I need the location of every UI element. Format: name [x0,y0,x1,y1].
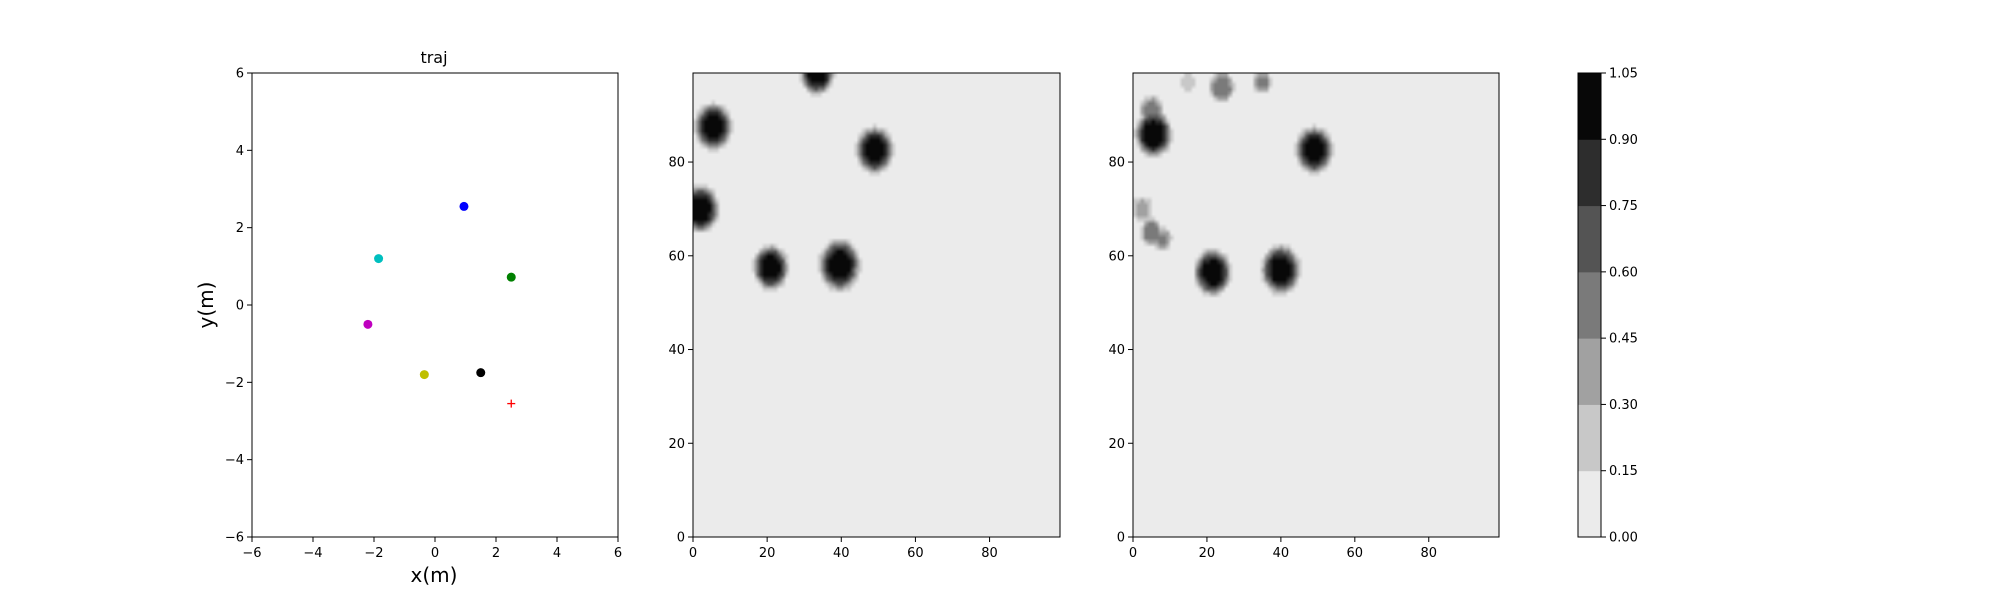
x-tick-label: 80 [981,546,998,561]
colorbar-tick-label: 0.60 [1609,265,1638,280]
x-tick-label: 0 [689,546,697,561]
colorbar-bands [1578,73,1601,538]
y-tick-label: 80 [1108,156,1125,171]
colorbar-ticks: 0.00 0.15 0.30 0.45 0.60 0.75 0.90 1.05 [1601,67,1638,546]
y-tick-label: 60 [1108,249,1125,264]
agent-point-0 [459,201,469,211]
colorbar-tick-label: 1.05 [1609,67,1638,82]
occupancy-map-y-ticks: 0 20 40 60 80 [668,156,693,546]
colorbar-band [1578,338,1601,405]
y-tick-label: 80 [668,156,685,171]
agent-point-5 [476,368,486,378]
agent-point-2 [506,272,516,282]
x-tick-label: 80 [1420,546,1437,561]
colorbar-tick-label: 0.45 [1609,332,1638,347]
colorbar-band [1578,139,1601,207]
predicted-map-y-ticks: 0 20 40 60 80 [1108,156,1133,546]
predicted-map-panel: 0 20 40 60 80 0 20 40 60 80 [1108,72,1500,561]
predicted-map-x-ticks: 0 20 40 60 80 [1129,537,1437,561]
x-tick-label: −2 [364,546,383,561]
traj-x-axis-label: x(m) [411,563,458,587]
colorbar-tick-label: 0.00 [1609,531,1638,546]
predicted-map-frame [1132,72,1500,538]
occupancy-map-panel: 0 20 40 60 80 0 20 40 60 80 [668,72,1061,561]
colorbar-band [1578,73,1601,140]
occupancy-map-x-ticks: 0 20 40 60 80 [689,537,998,561]
colorbar-band [1578,404,1601,472]
goal-marker [507,399,516,408]
traj-panel: traj −6 −4 −2 0 2 4 6 −6 −4 −2 0 2 4 6 x(m) y(m) [194,48,622,587]
y-tick-label: 6 [236,67,244,82]
traj-points [363,201,516,408]
x-tick-label: 40 [1273,546,1290,561]
colorbar-tick-label: 0.15 [1609,464,1638,479]
colorbar-band [1578,470,1601,538]
y-tick-label: 40 [1108,343,1125,358]
colorbar: 0.00 0.15 0.30 0.45 0.60 0.75 0.90 1.05 [1577,67,1638,546]
x-tick-label: 0 [431,546,439,561]
y-tick-label: 0 [677,531,685,546]
x-tick-label: 60 [907,546,924,561]
x-tick-label: 20 [759,546,776,561]
traj-y-ticks: −6 −4 −2 0 2 4 6 [225,67,252,546]
y-tick-label: 4 [236,144,244,159]
y-tick-label: 60 [668,249,685,264]
x-tick-label: 40 [833,546,850,561]
colorbar-tick-label: 0.90 [1609,133,1638,148]
colorbar-frame [1577,72,1602,538]
y-tick-label: 20 [668,437,685,452]
occupancy-map-heatmap [693,73,1060,537]
x-tick-label: −6 [242,546,261,561]
x-tick-label: 20 [1199,546,1216,561]
colorbar-band [1578,271,1601,339]
x-tick-label: 60 [1347,546,1364,561]
x-tick-label: 4 [553,546,561,561]
y-tick-label: 40 [668,343,685,358]
y-tick-label: 0 [1117,531,1125,546]
x-tick-label: 6 [614,546,622,561]
y-tick-label: −4 [225,453,244,468]
y-tick-label: 0 [236,299,244,314]
traj-plot-area [251,72,619,538]
agent-point-3 [363,319,373,329]
x-tick-label: −4 [303,546,322,561]
y-tick-label: −6 [225,531,244,546]
colorbar-tick-label: 0.75 [1609,199,1638,214]
x-tick-label: 2 [492,546,500,561]
agent-point-4 [419,370,429,380]
traj-title: traj [420,48,447,67]
traj-x-ticks: −6 −4 −2 0 2 4 6 [242,537,622,561]
x-tick-label: 0 [1129,546,1137,561]
y-tick-label: 2 [236,221,244,236]
colorbar-tick-label: 0.30 [1609,398,1638,413]
colorbar-band [1578,205,1601,273]
agent-point-1 [374,254,384,264]
occupancy-map-frame [692,72,1061,538]
y-tick-label: −2 [225,376,244,391]
predicted-map-heatmap [1133,73,1499,537]
y-tick-label: 20 [1108,437,1125,452]
traj-y-axis-label: y(m) [194,282,218,329]
